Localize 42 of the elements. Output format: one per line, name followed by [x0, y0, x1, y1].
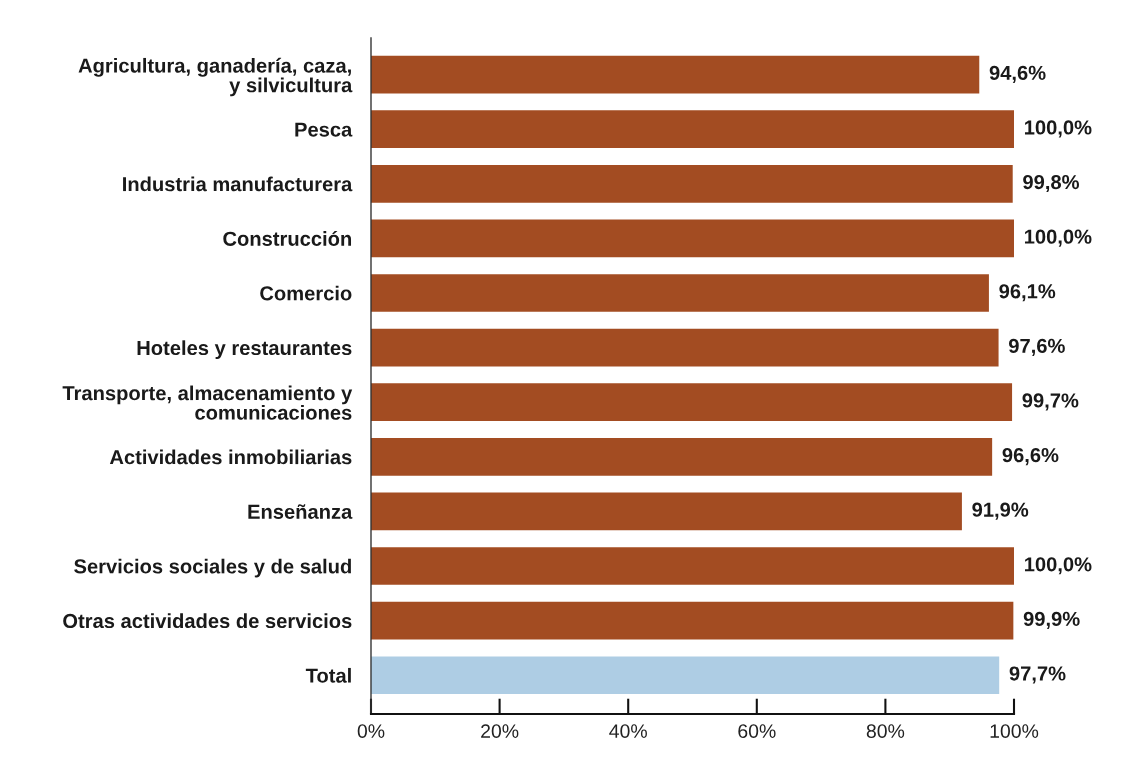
bar — [371, 492, 962, 531]
y-tick-label: Pesca — [295, 122, 353, 137]
data-label: 100,0% — [1024, 120, 1092, 138]
data-label: 97,6% — [1008, 338, 1065, 356]
bar — [371, 219, 1014, 258]
bar — [371, 547, 1014, 585]
bar — [371, 437, 993, 476]
x-tick-label: 0% — [357, 724, 385, 738]
y-tick-label: Servicios sociales y de salud — [74, 558, 351, 578]
data-label: 99,7% — [1022, 393, 1079, 411]
x-tick-label: 80% — [866, 724, 905, 738]
x-tick-label: 20% — [481, 724, 519, 738]
x-tick-label: 40% — [609, 724, 647, 738]
data-label: 96,6% — [1002, 447, 1059, 466]
y-tick-label: Hoteles y restaurantes — [137, 340, 352, 360]
data-label: 100,0% — [1024, 557, 1092, 575]
y-tick-label: Comercio — [260, 285, 352, 301]
y-tick-label: Industria manufacturera — [123, 176, 353, 192]
data-label: 100,0% — [1024, 229, 1092, 247]
data-label: 99,9% — [1023, 611, 1080, 629]
y-tick-label: Total — [305, 667, 351, 683]
bar — [371, 328, 999, 367]
data-label: 97,7% — [1009, 666, 1066, 684]
y-tick-label: Actividades inmobiliarias — [109, 449, 352, 465]
x-tick-label: 60% — [738, 724, 776, 738]
bar — [371, 656, 1000, 695]
x-tick-label: 100% — [990, 724, 1039, 738]
bar — [371, 383, 1013, 422]
bar — [371, 274, 989, 312]
y-tick-label: Agricultura, ganadería, caza, y silvicultura — [78, 57, 353, 97]
bar — [371, 164, 1013, 203]
y-tick-label: Otras actividades de servicios — [63, 613, 352, 629]
y-tick-label: Construcción — [223, 230, 352, 246]
y-tick-label: Enseñanza — [248, 504, 353, 519]
y-tick-label: Transporte, almacenamiento y comunicaciones — [62, 385, 353, 420]
data-label: 94,6% — [989, 65, 1046, 83]
data-label: 99,8% — [1023, 174, 1080, 193]
bar — [371, 55, 980, 94]
data-label: 96,1% — [999, 284, 1056, 302]
data-label: 91,9% — [972, 502, 1029, 520]
bar — [371, 110, 1014, 149]
bar — [371, 601, 1014, 640]
